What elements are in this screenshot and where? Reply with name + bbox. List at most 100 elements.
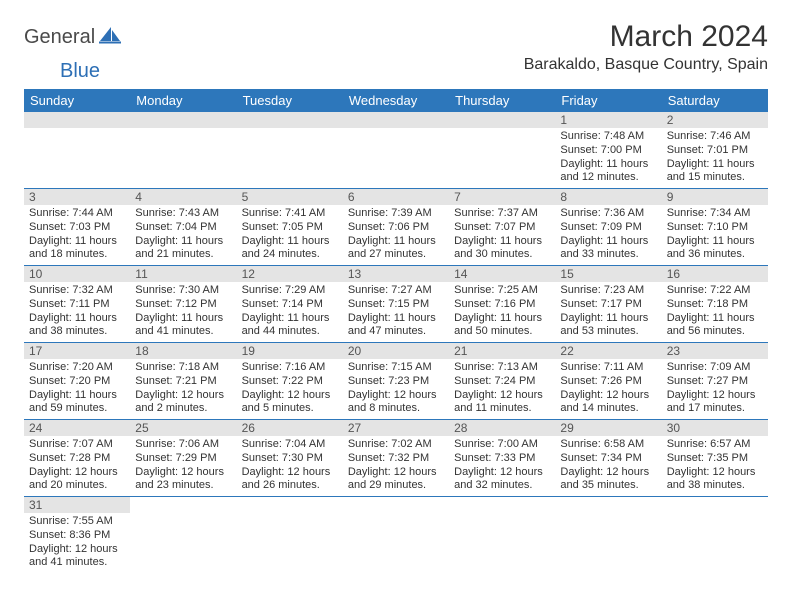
day-details: Sunrise: 7:23 AMSunset: 7:17 PMDaylight:… xyxy=(555,282,661,342)
day-number: 11 xyxy=(130,266,236,282)
day-number: 18 xyxy=(130,343,236,359)
day-number: 5 xyxy=(237,189,343,205)
day-detail-line: Daylight: 11 hours xyxy=(29,235,125,249)
day-detail-line: Sunset: 7:34 PM xyxy=(560,452,656,466)
day-detail-line: Daylight: 11 hours xyxy=(29,312,125,326)
day-detail-line: Sunset: 7:07 PM xyxy=(454,221,550,235)
day-detail-line: Daylight: 11 hours xyxy=(560,158,656,172)
empty-cell xyxy=(130,128,236,184)
day-detail-line: and 27 minutes. xyxy=(348,248,444,262)
day-details: Sunrise: 7:25 AMSunset: 7:16 PMDaylight:… xyxy=(449,282,555,342)
day-details: Sunrise: 7:36 AMSunset: 7:09 PMDaylight:… xyxy=(555,205,661,265)
day-details: Sunrise: 7:43 AMSunset: 7:04 PMDaylight:… xyxy=(130,205,236,265)
empty-cell xyxy=(24,128,130,184)
day-detail-line: Daylight: 12 hours xyxy=(348,389,444,403)
day-detail-line: and 41 minutes. xyxy=(135,325,231,339)
calendar-cell: 6Sunrise: 7:39 AMSunset: 7:06 PMDaylight… xyxy=(343,189,449,266)
day-detail-line: Sunrise: 7:07 AM xyxy=(29,438,125,452)
calendar-cell: 26Sunrise: 7:04 AMSunset: 7:30 PMDayligh… xyxy=(237,420,343,497)
day-detail-line: Daylight: 11 hours xyxy=(454,312,550,326)
day-details: Sunrise: 6:58 AMSunset: 7:34 PMDaylight:… xyxy=(555,436,661,496)
day-detail-line: Sunrise: 6:58 AM xyxy=(560,438,656,452)
calendar-cell xyxy=(662,497,768,574)
calendar-week-row: 17Sunrise: 7:20 AMSunset: 7:20 PMDayligh… xyxy=(24,343,768,420)
day-detail-line: Sunrise: 7:09 AM xyxy=(667,361,763,375)
day-detail-line: and 32 minutes. xyxy=(454,479,550,493)
day-detail-line: and 21 minutes. xyxy=(135,248,231,262)
day-detail-line: and 17 minutes. xyxy=(667,402,763,416)
calendar-table: SundayMondayTuesdayWednesdayThursdayFrid… xyxy=(24,89,768,573)
day-detail-line: and 12 minutes. xyxy=(560,171,656,185)
day-detail-line: Sunrise: 7:00 AM xyxy=(454,438,550,452)
calendar-cell: 18Sunrise: 7:18 AMSunset: 7:21 PMDayligh… xyxy=(130,343,236,420)
day-detail-line: Sunrise: 7:04 AM xyxy=(242,438,338,452)
day-details: Sunrise: 7:09 AMSunset: 7:27 PMDaylight:… xyxy=(662,359,768,419)
day-number: 23 xyxy=(662,343,768,359)
calendar-cell: 31Sunrise: 7:55 AMSunset: 8:36 PMDayligh… xyxy=(24,497,130,574)
day-details: Sunrise: 7:34 AMSunset: 7:10 PMDaylight:… xyxy=(662,205,768,265)
calendar-cell: 30Sunrise: 6:57 AMSunset: 7:35 PMDayligh… xyxy=(662,420,768,497)
day-details: Sunrise: 7:46 AMSunset: 7:01 PMDaylight:… xyxy=(662,128,768,188)
calendar-cell: 2Sunrise: 7:46 AMSunset: 7:01 PMDaylight… xyxy=(662,112,768,189)
day-detail-line: Sunrise: 7:16 AM xyxy=(242,361,338,375)
day-details: Sunrise: 7:13 AMSunset: 7:24 PMDaylight:… xyxy=(449,359,555,419)
calendar-cell: 8Sunrise: 7:36 AMSunset: 7:09 PMDaylight… xyxy=(555,189,661,266)
day-detail-line: Daylight: 12 hours xyxy=(454,389,550,403)
empty-daynum xyxy=(237,112,343,128)
calendar-cell: 5Sunrise: 7:41 AMSunset: 7:05 PMDaylight… xyxy=(237,189,343,266)
day-number: 19 xyxy=(237,343,343,359)
day-detail-line: and 30 minutes. xyxy=(454,248,550,262)
calendar-cell xyxy=(449,497,555,574)
day-detail-line: Sunrise: 7:46 AM xyxy=(667,130,763,144)
day-number: 20 xyxy=(343,343,449,359)
day-detail-line: Sunrise: 7:55 AM xyxy=(29,515,125,529)
empty-cell xyxy=(449,128,555,184)
day-details: Sunrise: 7:02 AMSunset: 7:32 PMDaylight:… xyxy=(343,436,449,496)
day-number: 7 xyxy=(449,189,555,205)
weekday-header: Monday xyxy=(130,89,236,112)
day-detail-line: and 18 minutes. xyxy=(29,248,125,262)
calendar-cell: 11Sunrise: 7:30 AMSunset: 7:12 PMDayligh… xyxy=(130,266,236,343)
day-detail-line: Sunrise: 7:29 AM xyxy=(242,284,338,298)
day-detail-line: Sunset: 7:23 PM xyxy=(348,375,444,389)
day-details: Sunrise: 7:06 AMSunset: 7:29 PMDaylight:… xyxy=(130,436,236,496)
day-detail-line: Sunrise: 7:13 AM xyxy=(454,361,550,375)
day-detail-line: Sunset: 7:30 PM xyxy=(242,452,338,466)
day-number: 9 xyxy=(662,189,768,205)
day-detail-line: Sunset: 7:16 PM xyxy=(454,298,550,312)
day-detail-line: and 53 minutes. xyxy=(560,325,656,339)
day-detail-line: Sunrise: 7:02 AM xyxy=(348,438,444,452)
day-number: 1 xyxy=(555,112,661,128)
day-details: Sunrise: 7:55 AMSunset: 8:36 PMDaylight:… xyxy=(24,513,130,573)
day-details: Sunrise: 7:20 AMSunset: 7:20 PMDaylight:… xyxy=(24,359,130,419)
day-detail-line: Daylight: 11 hours xyxy=(348,312,444,326)
day-detail-line: and 47 minutes. xyxy=(348,325,444,339)
calendar-cell: 24Sunrise: 7:07 AMSunset: 7:28 PMDayligh… xyxy=(24,420,130,497)
day-detail-line: Daylight: 11 hours xyxy=(667,158,763,172)
day-number: 14 xyxy=(449,266,555,282)
weekday-header: Wednesday xyxy=(343,89,449,112)
day-number: 16 xyxy=(662,266,768,282)
day-number: 13 xyxy=(343,266,449,282)
day-detail-line: and 15 minutes. xyxy=(667,171,763,185)
day-number: 25 xyxy=(130,420,236,436)
day-details: Sunrise: 7:16 AMSunset: 7:22 PMDaylight:… xyxy=(237,359,343,419)
day-detail-line: Sunset: 7:06 PM xyxy=(348,221,444,235)
empty-daynum xyxy=(130,112,236,128)
day-detail-line: Sunrise: 7:48 AM xyxy=(560,130,656,144)
calendar-cell: 1Sunrise: 7:48 AMSunset: 7:00 PMDaylight… xyxy=(555,112,661,189)
day-detail-line: Sunrise: 6:57 AM xyxy=(667,438,763,452)
day-detail-line: Daylight: 12 hours xyxy=(560,389,656,403)
day-detail-line: Sunset: 7:26 PM xyxy=(560,375,656,389)
day-detail-line: Sunrise: 7:39 AM xyxy=(348,207,444,221)
day-number: 12 xyxy=(237,266,343,282)
day-detail-line: Sunset: 7:03 PM xyxy=(29,221,125,235)
calendar-cell xyxy=(237,497,343,574)
day-detail-line: Daylight: 11 hours xyxy=(560,312,656,326)
day-number: 28 xyxy=(449,420,555,436)
day-detail-line: Sunset: 8:36 PM xyxy=(29,529,125,543)
day-number: 15 xyxy=(555,266,661,282)
calendar-cell: 28Sunrise: 7:00 AMSunset: 7:33 PMDayligh… xyxy=(449,420,555,497)
day-details: Sunrise: 7:27 AMSunset: 7:15 PMDaylight:… xyxy=(343,282,449,342)
weekday-header: Sunday xyxy=(24,89,130,112)
